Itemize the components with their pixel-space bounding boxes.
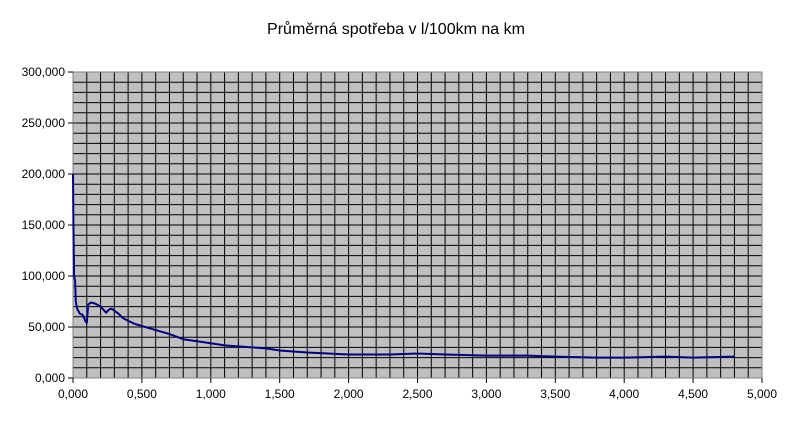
y-axis-ticks: 0,000 50,000 100,000 150,000 200,000 250,000 3… (22, 65, 73, 385)
y-tick-label: 150,000 (22, 218, 66, 232)
x-tick-label: 0,000 (58, 387, 88, 401)
x-tick-label: 1,500 (265, 387, 295, 401)
y-tick-label: 250,000 (22, 116, 66, 130)
x-tick-label: 3,000 (471, 387, 501, 401)
x-tick-label: 1,000 (196, 387, 226, 401)
y-tick-label: 300,000 (22, 65, 66, 79)
x-tick-label: 0,500 (127, 387, 157, 401)
x-axis-ticks: 0,000 0,500 1,000 1,500 2,000 2,500 3,000 3,500… (58, 378, 777, 401)
y-tick-label: 100,000 (22, 269, 66, 283)
x-tick-label: 4,000 (609, 387, 639, 401)
chart-title: Průměrná spotřeba v l/100km na km (267, 20, 525, 38)
x-tick-label: 4,500 (678, 387, 708, 401)
x-tick-label: 2,000 (334, 387, 364, 401)
series-line (72, 173, 735, 359)
y-tick-label: 200,000 (22, 167, 66, 181)
y-tick-label: 50,000 (28, 320, 65, 334)
x-tick-label: 3,500 (540, 387, 570, 401)
x-tick-label: 5,000 (747, 387, 777, 401)
y-tick-label: 0,000 (35, 371, 65, 385)
x-tick-label: 2,500 (402, 387, 432, 401)
